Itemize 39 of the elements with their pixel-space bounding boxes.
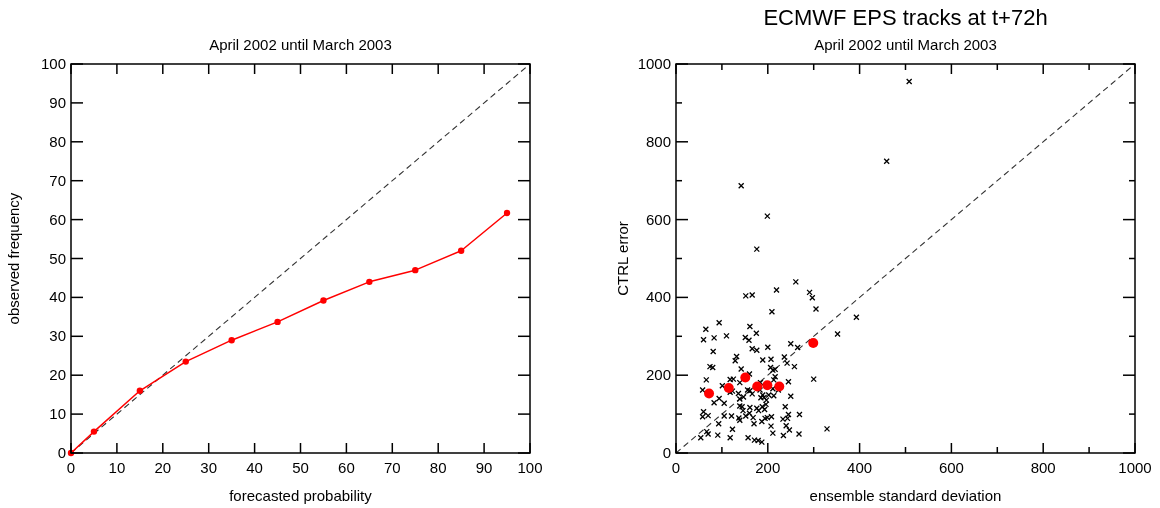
y-axis-title: CTRL error <box>614 221 631 296</box>
x-tick-label: 60 <box>338 459 355 476</box>
x-tick-label: 50 <box>292 459 309 476</box>
y-tick-label: 1000 <box>637 55 671 72</box>
y-tick-label: 400 <box>645 288 671 306</box>
y-tick-label: 200 <box>645 366 671 384</box>
y-tick-label: 600 <box>645 210 671 228</box>
x-tick-label: 100 <box>517 459 543 476</box>
x-tick-label: 40 <box>246 459 263 476</box>
x-tick-label: 600 <box>938 459 964 476</box>
x-tick-label: 80 <box>429 459 447 476</box>
y-tick-label: 40 <box>49 288 66 306</box>
y-tick-label: 100 <box>40 55 66 72</box>
y-tick-label: 60 <box>49 210 66 228</box>
x-axis-title: forecasted probability <box>229 487 373 504</box>
y-tick-label: 50 <box>49 249 66 267</box>
y-tick-label: 10 <box>49 405 66 423</box>
x-tick-label: 200 <box>755 459 781 476</box>
y-tick-label: 20 <box>49 366 66 384</box>
y-axis-title: observed frequency <box>5 192 22 325</box>
chart-subtitle: April 2002 until March 2003 <box>209 36 392 53</box>
x-tick-label: 70 <box>383 459 401 476</box>
x-tick-label: 10 <box>108 459 126 476</box>
x-tick-label: 1000 <box>1118 459 1152 476</box>
chart-subtitle: April 2002 until March 2003 <box>814 36 997 53</box>
y-tick-label: 800 <box>645 132 671 150</box>
y-tick-label: 30 <box>49 327 66 345</box>
chart-title: ECMWF EPS tracks at t+72h <box>763 5 1048 30</box>
x-axis-title: ensemble standard deviation <box>809 487 1002 504</box>
y-tick-label: 0 <box>662 444 671 461</box>
x-tick-label: 90 <box>475 459 493 476</box>
x-tick-label: 20 <box>154 459 172 476</box>
y-tick-label: 80 <box>49 132 66 150</box>
y-tick-label: 70 <box>49 171 66 189</box>
y-tick-label: 90 <box>49 93 66 111</box>
x-tick-label: 800 <box>1030 459 1056 476</box>
x-tick-label: 400 <box>847 459 873 476</box>
x-tick-label: 30 <box>200 459 218 476</box>
y-tick-label: 0 <box>57 444 66 461</box>
